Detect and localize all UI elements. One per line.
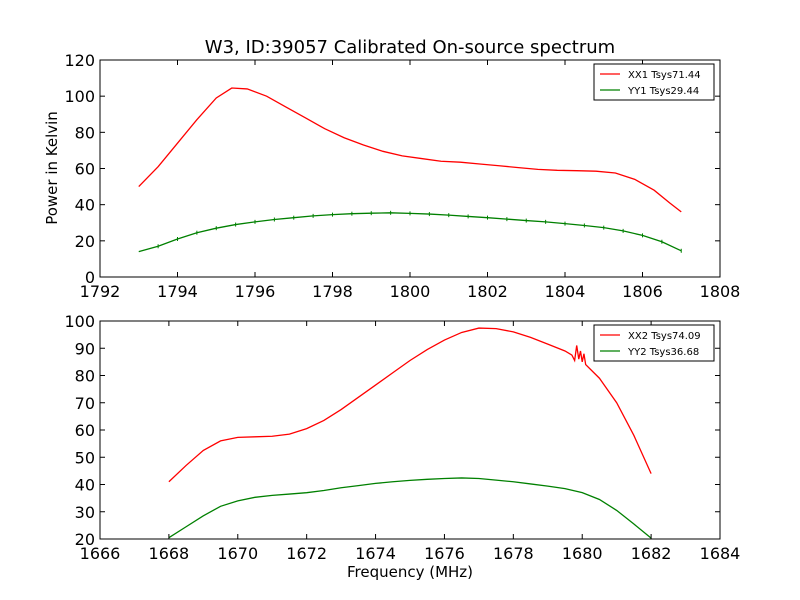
x-tick-label: 1792 xyxy=(80,282,121,301)
legend-2: XX2 Tsys74.09 YY2 Tsys36.68 xyxy=(593,324,715,362)
y-tick-label: 100 xyxy=(64,312,95,331)
series-line-1-2 xyxy=(138,212,682,253)
series-line-2-1 xyxy=(168,327,652,483)
y-axis-label: Power in Kelvin xyxy=(43,111,61,225)
y-tick-label: 20 xyxy=(75,530,95,549)
y-tick-label: 120 xyxy=(64,51,95,70)
series-line-1-1 xyxy=(138,87,682,213)
series-line-2-2 xyxy=(168,477,652,539)
x-tick-label: 1682 xyxy=(631,544,672,563)
x-tick-label: 1668 xyxy=(149,544,190,563)
plot-layer: 1792 1794 1796 1798 1800 1802 1804 1806 1808 0 20 4… xyxy=(64,51,740,563)
legend-label: XX2 Tsys74.09 xyxy=(628,331,701,342)
legend-box xyxy=(593,63,715,101)
x-tick-label: 1796 xyxy=(235,282,276,301)
chart-panel-2: 1666 1668 1670 1672 1674 1676 1678 1680 1682 1684… xyxy=(64,312,740,563)
x-tick-label: 1802 xyxy=(467,282,508,301)
x-tick-label: 1666 xyxy=(80,544,121,563)
x-axis-label: Frequency (MHz) xyxy=(347,563,473,581)
chart-panel-1: 1792 1794 1796 1798 1800 1802 1804 1806 1808 0 20 4… xyxy=(64,51,740,301)
x-tick-label: 1808 xyxy=(700,282,741,301)
y-tick-label: 50 xyxy=(75,448,95,467)
y-tick-label: 70 xyxy=(75,394,95,413)
y-tick-label: 40 xyxy=(75,476,95,495)
legend-box xyxy=(593,324,715,362)
x-tick-label: 1678 xyxy=(493,544,534,563)
x-tick-label: 1806 xyxy=(622,282,663,301)
y-tick-label: 100 xyxy=(64,87,95,106)
x-tick-label: 1804 xyxy=(545,282,586,301)
chart-title: W3, ID:39057 Calibrated On-source spectr… xyxy=(205,37,615,58)
y-tick-label: 90 xyxy=(75,339,95,358)
legend-label: YY2 Tsys36.68 xyxy=(627,347,699,358)
x-tick-label: 1798 xyxy=(312,282,353,301)
y-tick-label: 80 xyxy=(75,123,95,142)
x-tick-label: 1680 xyxy=(562,544,603,563)
y-tick-label: 20 xyxy=(75,232,95,251)
legend-1: XX1 Tsys71.44 YY1 Tsys29.44 xyxy=(593,63,715,101)
x-tick-label: 1674 xyxy=(355,544,396,563)
y-tick-label: 0 xyxy=(85,268,95,287)
legend-label: XX1 Tsys71.44 xyxy=(628,70,701,81)
x-tick-label: 1672 xyxy=(286,544,327,563)
y-tick-label: 40 xyxy=(75,196,95,215)
x-tick-label: 1684 xyxy=(700,544,741,563)
x-tick-label: 1800 xyxy=(390,282,431,301)
x-tick-label: 1670 xyxy=(217,544,258,563)
y-tick-label: 80 xyxy=(75,367,95,386)
y-tick-label: 30 xyxy=(75,503,95,522)
y-tick-label: 60 xyxy=(75,160,95,179)
x-tick-label: 1676 xyxy=(424,544,465,563)
legend-label: YY1 Tsys29.44 xyxy=(627,86,699,97)
y-tick-label: 60 xyxy=(75,421,95,440)
x-tick-label: 1794 xyxy=(157,282,198,301)
